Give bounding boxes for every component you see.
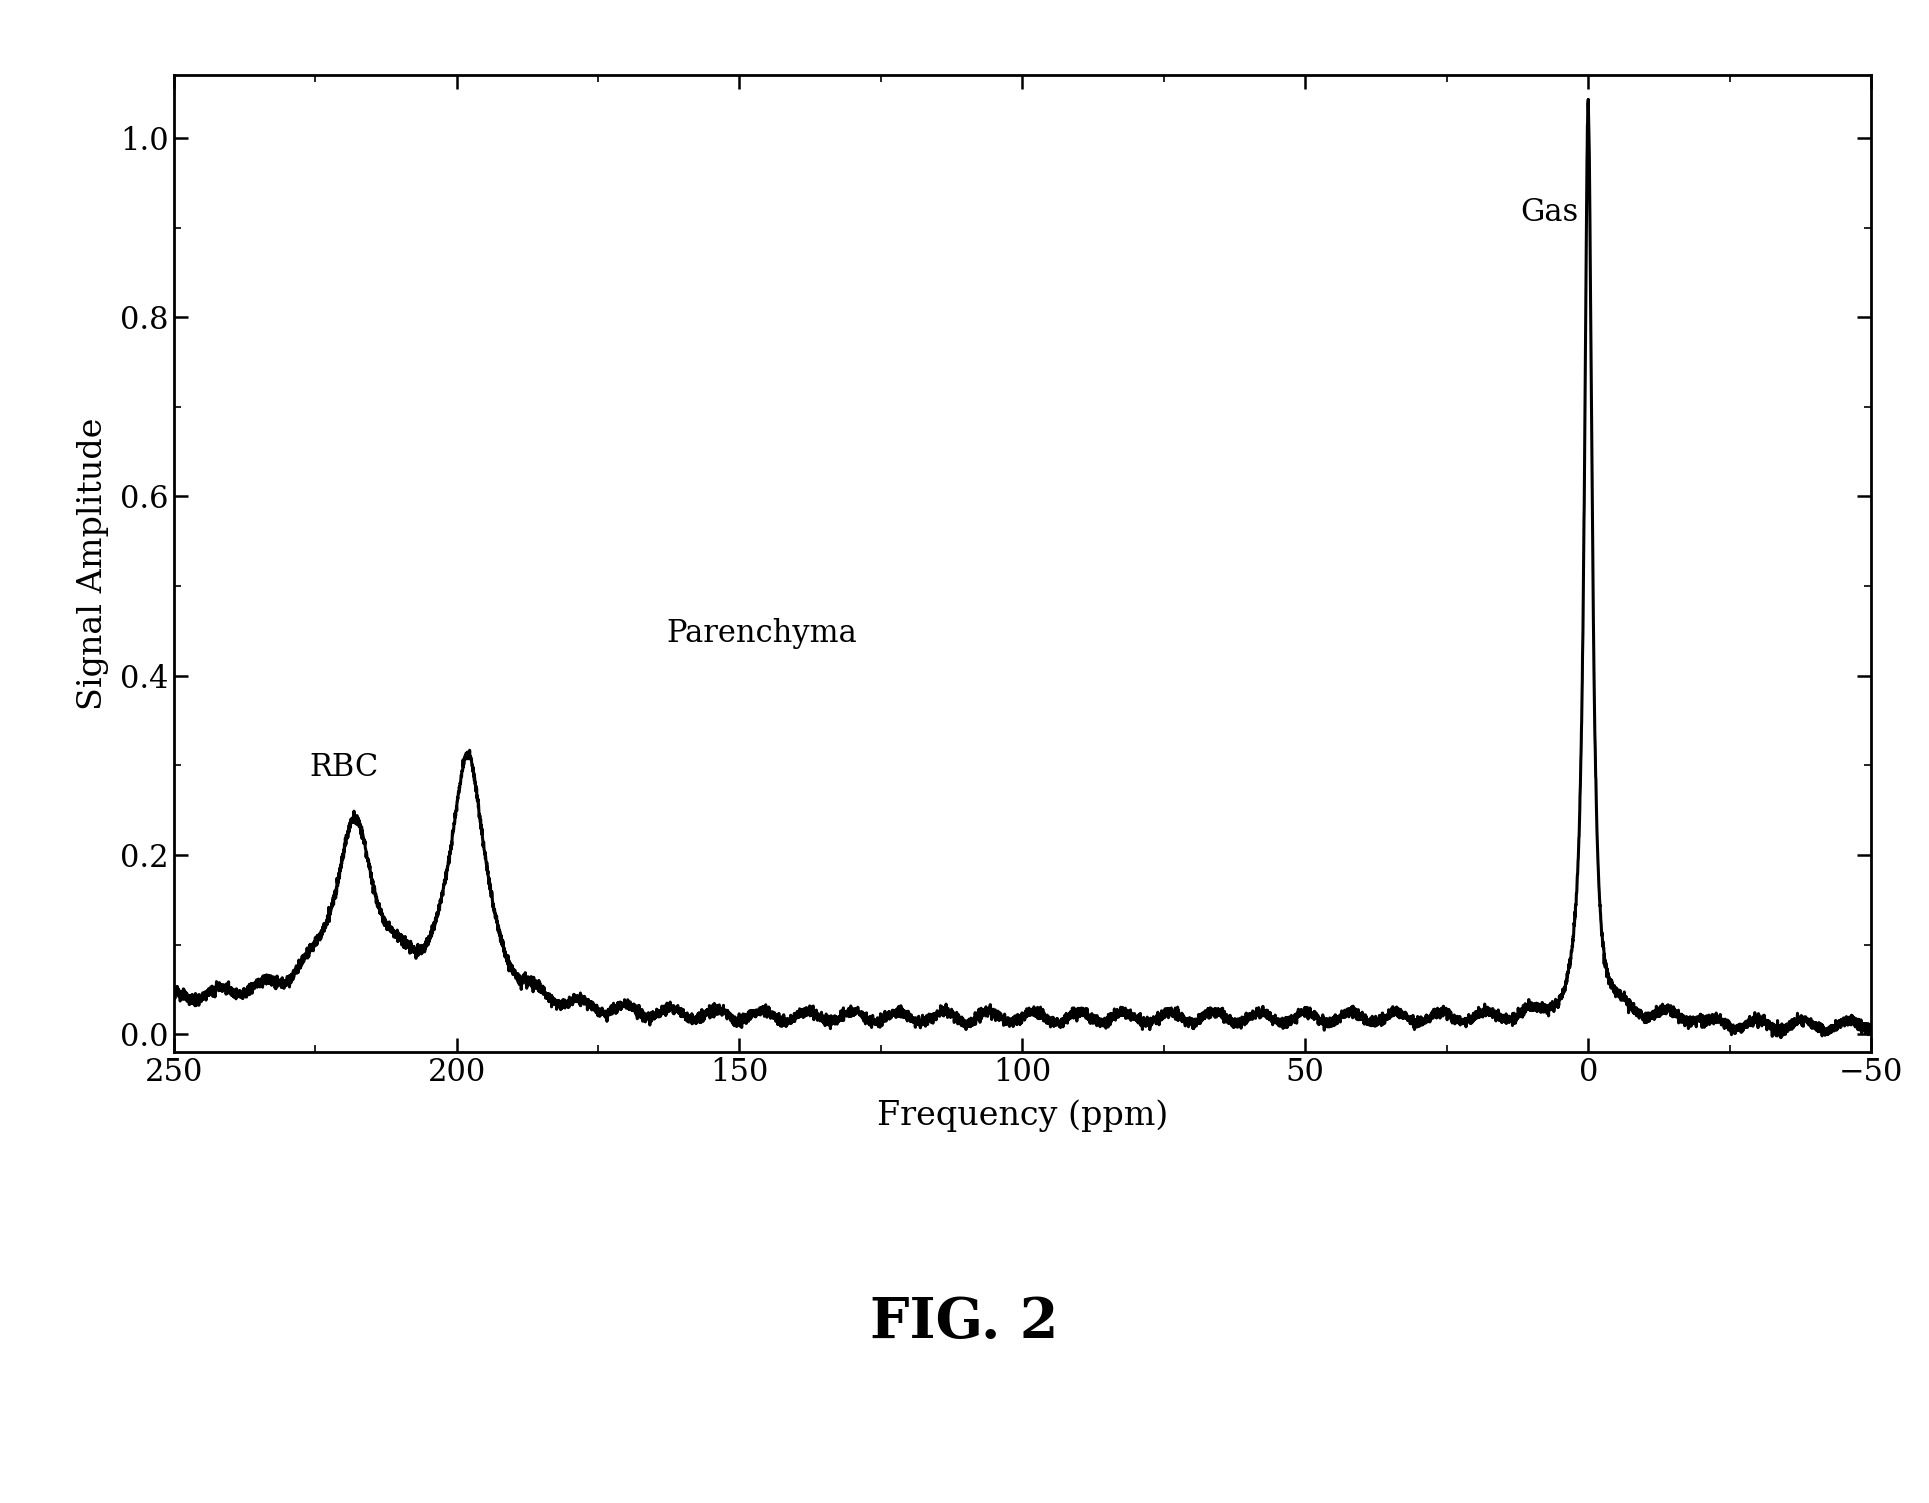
Text: Gas: Gas [1520,197,1578,227]
Text: Parenchyma: Parenchyma [666,618,856,649]
X-axis label: Frequency (ppm): Frequency (ppm) [878,1099,1167,1132]
Y-axis label: Signal Amplitude: Signal Amplitude [77,418,110,709]
Text: FIG. 2: FIG. 2 [870,1296,1059,1350]
Text: RBC: RBC [309,752,378,783]
